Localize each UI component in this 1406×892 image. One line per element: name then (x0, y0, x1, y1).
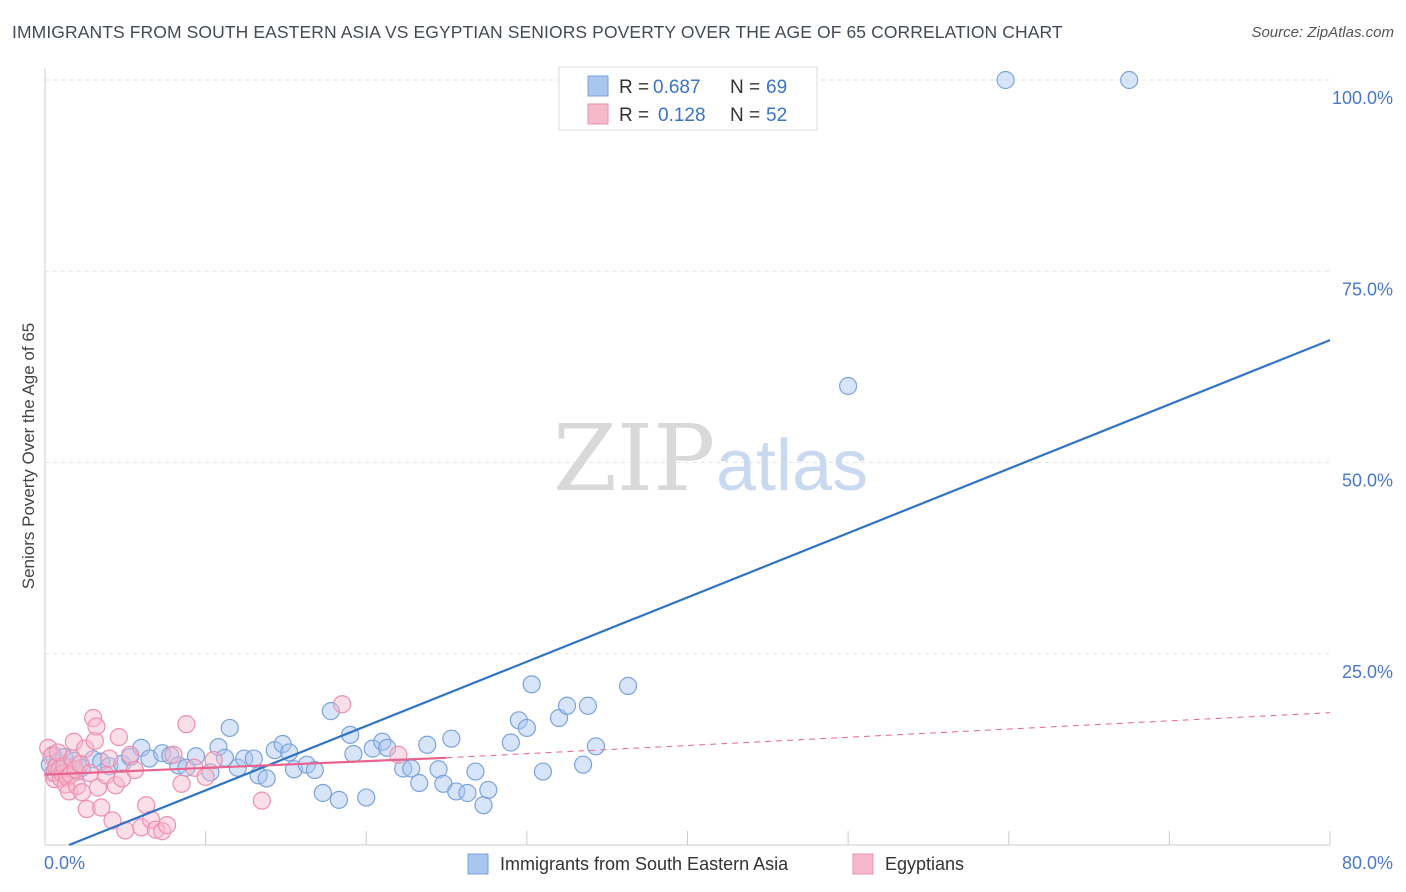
y-tick-label: 50.0% (1342, 471, 1393, 491)
data-point-egyptians (87, 717, 106, 736)
legend-swatch-pink (587, 103, 609, 125)
trend-line-immigrants (68, 339, 1331, 847)
data-point-egyptians (252, 791, 271, 810)
data-point-immigrants (418, 735, 437, 754)
data-point-egyptians (196, 767, 215, 787)
data-point-immigrants (410, 773, 429, 793)
data-point-egyptians (204, 750, 223, 770)
data-point-egyptians (77, 799, 96, 819)
trend-line-egyptians-extension (446, 712, 1331, 759)
data-point-egyptians (68, 776, 87, 796)
data-point-egyptians (72, 783, 92, 802)
data-point-immigrants (578, 696, 598, 715)
correlation-legend: R = 0.687 N = 69 R = 0.128 N = 52 (558, 66, 818, 131)
data-point-immigrants (313, 783, 332, 803)
data-point-immigrants (378, 738, 397, 757)
data-point-immigrants (573, 755, 593, 774)
legend-r-value: 0.128 (658, 105, 706, 126)
data-point-immigrants (839, 376, 858, 396)
y-tick-label: 100.0% (1332, 88, 1393, 108)
data-point-egyptians (172, 774, 191, 793)
y-tick-label: 25.0% (1342, 662, 1393, 682)
data-point-immigrants (466, 762, 485, 781)
data-point-egyptians (100, 749, 119, 768)
data-point-immigrants (344, 744, 363, 764)
data-point-immigrants (1120, 70, 1139, 90)
x-tick-label: 0.0% (44, 853, 85, 873)
axes (44, 68, 1330, 846)
legend-n-value: 52 (766, 105, 787, 126)
data-point-immigrants (533, 762, 553, 781)
data-point-immigrants (186, 747, 206, 766)
data-point-egyptians (157, 816, 177, 835)
data-point-egyptians (106, 776, 125, 795)
legend-n-label: N = (730, 77, 760, 98)
bottom-legend-swatch-blue (467, 853, 489, 875)
data-point-egyptians (76, 739, 95, 758)
legend-n-label: N = (730, 105, 760, 126)
legend-r-label: R = (619, 105, 649, 126)
data-point-egyptians (109, 728, 128, 747)
data-point-immigrants (557, 696, 577, 715)
data-point-immigrants (244, 749, 263, 768)
watermark-atlas: atlas (716, 426, 868, 506)
bottom-legend-label-immigrants: Immigrants from South Eastern Asia (500, 854, 789, 874)
data-point-immigrants (618, 676, 638, 695)
data-point-immigrants (442, 729, 461, 748)
trend-line-egyptians (44, 756, 447, 776)
series-legend: Immigrants from South Eastern Asia Egypt… (467, 853, 964, 875)
data-point-egyptians (153, 822, 172, 841)
data-point-egyptians (333, 695, 352, 714)
data-point-immigrants (305, 760, 324, 780)
data-point-immigrants (363, 739, 382, 758)
data-point-egyptians (132, 818, 151, 837)
data-point-egyptians (146, 820, 165, 839)
data-point-immigrants (996, 70, 1015, 90)
data-point-immigrants (501, 733, 520, 752)
data-point-immigrants (373, 732, 392, 751)
chart-title: IMMIGRANTS FROM SOUTH EASTERN ASIA VS EG… (12, 22, 1063, 42)
legend-swatch-blue (587, 75, 609, 97)
y-tick-label: 75.0% (1342, 279, 1393, 299)
data-point-immigrants (517, 718, 536, 738)
data-point-immigrants (474, 796, 493, 815)
data-point-egyptians (164, 745, 183, 764)
watermark: ZIP atlas (553, 405, 868, 512)
legend-r-label: R = (619, 77, 649, 98)
data-point-immigrants (321, 702, 341, 721)
data-point-egyptians (121, 745, 140, 764)
y-axis-label: Seniors Poverty Over the Age of 65 (19, 323, 38, 589)
data-point-egyptians (177, 715, 196, 734)
bottom-legend-swatch-pink (852, 853, 874, 875)
bottom-legend-label-egyptians: Egyptians (885, 854, 964, 874)
data-point-egyptians (85, 731, 104, 751)
data-point-egyptians (112, 769, 132, 788)
data-point-immigrants (429, 760, 448, 779)
data-point-immigrants (586, 737, 606, 756)
legend-r-value: 0.687 (653, 77, 701, 98)
data-point-immigrants (220, 718, 239, 738)
data-point-immigrants (257, 769, 276, 788)
source-credit: Source: ZipAtlas.com (1251, 24, 1394, 41)
data-point-immigrants (479, 780, 498, 800)
data-point-egyptians (92, 798, 111, 817)
tick-labels: 25.0% 50.0% 75.0% 100.0% 0.0% 80.0% (44, 88, 1393, 873)
data-point-egyptians (64, 732, 84, 751)
legend-n-value: 69 (766, 77, 787, 98)
data-point-immigrants (522, 675, 541, 694)
data-point-immigrants (458, 783, 477, 803)
x-tick-label: 80.0% (1342, 853, 1393, 873)
watermark-zip: ZIP (553, 405, 715, 512)
data-point-immigrants (329, 790, 349, 809)
trend-lines (44, 339, 1331, 847)
data-point-immigrants (357, 788, 376, 807)
